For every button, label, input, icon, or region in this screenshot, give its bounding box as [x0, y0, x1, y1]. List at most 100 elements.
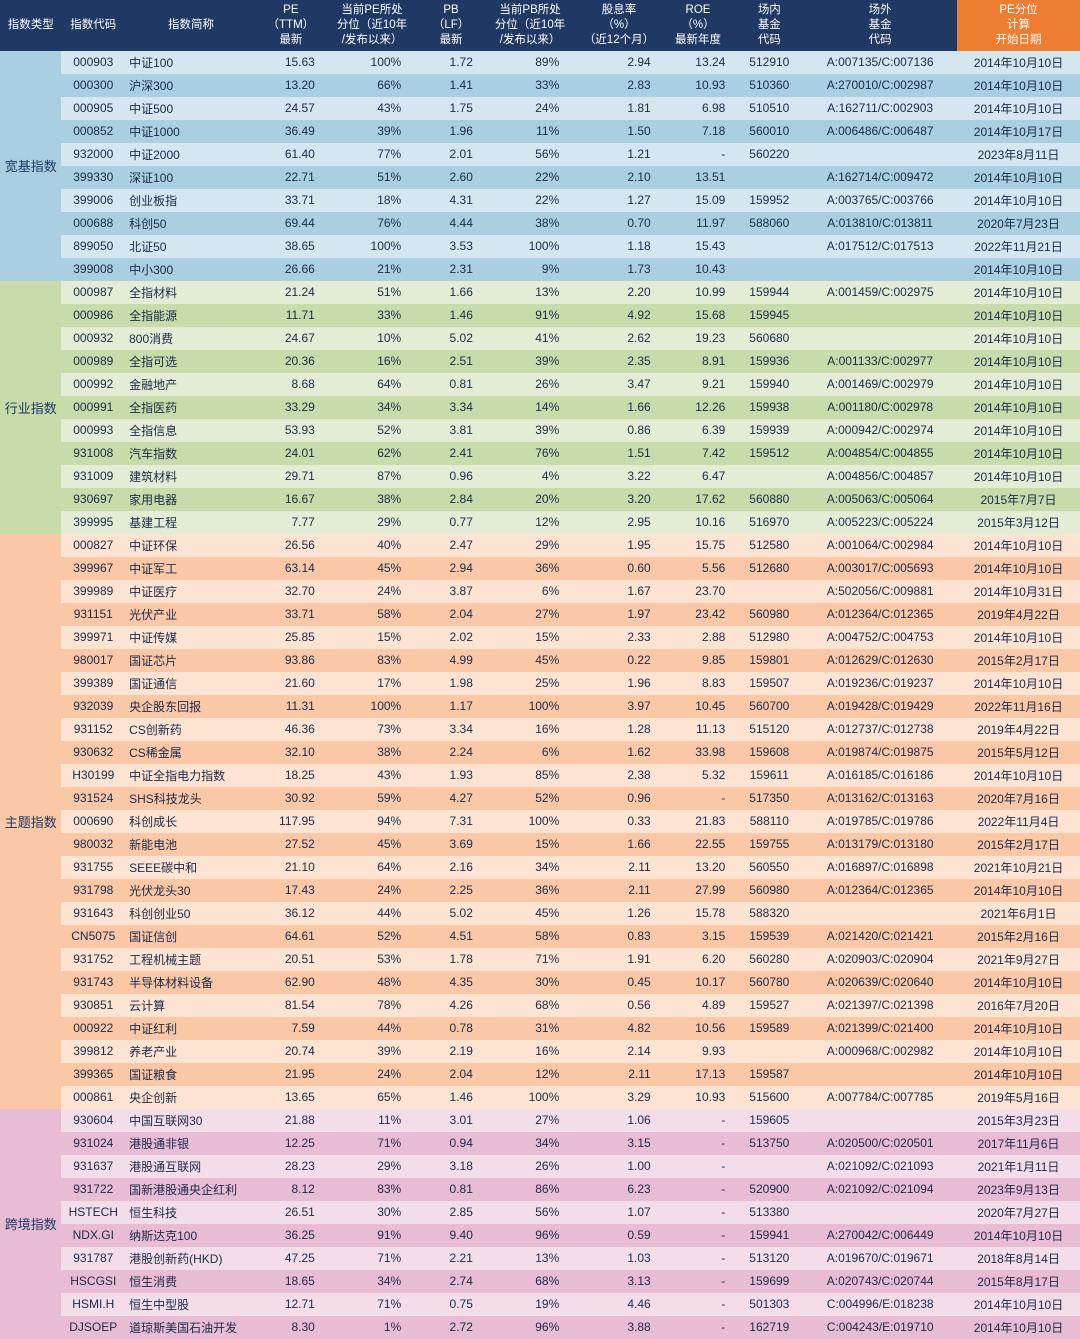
- cell-code: 399365: [61, 1063, 125, 1086]
- cell-pb-pct: 12%: [483, 511, 577, 534]
- cell-pb: 2.24: [419, 741, 483, 764]
- table-row: 931752工程机械主题20.5153%1.7871%1.916.2056028…: [0, 948, 1080, 971]
- cell-pe: 12.25: [257, 1132, 325, 1155]
- cell-name: 中国互联网30: [125, 1109, 257, 1132]
- cell-div: 4.92: [577, 304, 660, 327]
- table-row: CN5075国证信创64.6152%4.5158%0.833.15159539A…: [0, 925, 1080, 948]
- cell-pb-pct: 13%: [483, 1247, 577, 1270]
- cell-name: 央企创新: [125, 1086, 257, 1109]
- cell-roe: 21.83: [661, 810, 736, 833]
- cell-pb-pct: 96%: [483, 1316, 577, 1339]
- cell-roe: 15.75: [661, 534, 736, 557]
- table-row: 000993全指信息53.9352%3.8139%0.866.39159939A…: [0, 419, 1080, 442]
- cell-pe-pct: 64%: [325, 373, 419, 396]
- cell-div: 3.88: [577, 1316, 660, 1339]
- cell-pb: 2.84: [419, 488, 483, 511]
- cell-roe: 10.17: [661, 971, 736, 994]
- table-row: 000852中证100036.4939%1.9611%1.507.1856001…: [0, 120, 1080, 143]
- cell-code: 000992: [61, 373, 125, 396]
- cell-pe-pct: 52%: [325, 925, 419, 948]
- cell-code: 399989: [61, 580, 125, 603]
- cell-fund-out: A:021399/C:021400: [803, 1017, 957, 1040]
- cell-pe-pct: 71%: [325, 1247, 419, 1270]
- cell-pb-pct: 89%: [483, 51, 577, 74]
- cell-name: 半导体材料设备: [125, 971, 257, 994]
- cell-pb: 2.31: [419, 258, 483, 281]
- cell-code: 399330: [61, 166, 125, 189]
- cell-code: 000827: [61, 534, 125, 557]
- cell-pb: 4.44: [419, 212, 483, 235]
- cell-roe: 7.42: [661, 442, 736, 465]
- table-row: 399389国证通信21.6017%1.9825%1.968.83159507A…: [0, 672, 1080, 695]
- cell-fund-in: 560220: [735, 143, 803, 166]
- cell-roe: 8.83: [661, 672, 736, 695]
- cell-pe: 81.54: [257, 994, 325, 1017]
- cell-name: 800消费: [125, 327, 257, 350]
- cell-name: 纳斯达克100: [125, 1224, 257, 1247]
- cell-pe: 26.56: [257, 534, 325, 557]
- cell-pe: 22.71: [257, 166, 325, 189]
- table-row: 宽基指数000903中证10015.63100%1.7289%2.9413.24…: [0, 51, 1080, 74]
- cell-roe: 19.23: [661, 327, 736, 350]
- cell-pe-pct: 30%: [325, 1201, 419, 1224]
- table-row: 931009建筑材料29.7187%0.964%3.226.47A:004856…: [0, 465, 1080, 488]
- cell-code: 000922: [61, 1017, 125, 1040]
- cell-date: 2015年8月17日: [957, 1270, 1080, 1293]
- cell-pb: 2.74: [419, 1270, 483, 1293]
- cell-fund-in: 512680: [735, 557, 803, 580]
- cell-pe-pct: 45%: [325, 557, 419, 580]
- cell-pb: 1.17: [419, 695, 483, 718]
- cell-fund-out: A:012737/C:012738: [803, 718, 957, 741]
- cell-pb: 1.46: [419, 304, 483, 327]
- cell-pb: 3.81: [419, 419, 483, 442]
- cell-pe-pct: 33%: [325, 304, 419, 327]
- cell-fund-out: [803, 902, 957, 925]
- cell-pb-pct: 91%: [483, 304, 577, 327]
- cell-name: 全指可选: [125, 350, 257, 373]
- cell-date: 2018年8月14日: [957, 1247, 1080, 1270]
- cell-name: 恒生消费: [125, 1270, 257, 1293]
- cell-pb: 1.98: [419, 672, 483, 695]
- cell-code: 931798: [61, 879, 125, 902]
- cell-fund-out: A:019670/C:019671: [803, 1247, 957, 1270]
- cell-pe-pct: 83%: [325, 1178, 419, 1201]
- cell-div: 2.38: [577, 764, 660, 787]
- cell-pb: 1.93: [419, 764, 483, 787]
- cell-fund-out: A:021397/C:021398: [803, 994, 957, 1017]
- cell-roe: 15.68: [661, 304, 736, 327]
- group-label: 主题指数: [0, 534, 61, 1109]
- cell-roe: -: [661, 1224, 736, 1247]
- cell-roe: -: [661, 1316, 736, 1339]
- cell-roe: 10.43: [661, 258, 736, 281]
- cell-fund-out: A:162711/C:002903: [803, 97, 957, 120]
- table-row: 931755SEEE碳中和21.1064%2.1634%2.1113.20560…: [0, 856, 1080, 879]
- cell-name: 北证50: [125, 235, 257, 258]
- cell-fund-in: [735, 1040, 803, 1063]
- cell-fund-out: A:016185/C:016186: [803, 764, 957, 787]
- table-row: 000690科创成长117.9594%7.31100%0.3321.835881…: [0, 810, 1080, 833]
- cell-name: 恒生中型股: [125, 1293, 257, 1316]
- cell-pb: 3.53: [419, 235, 483, 258]
- cell-name: 国证粮食: [125, 1063, 257, 1086]
- cell-pb: 2.85: [419, 1201, 483, 1224]
- cell-roe: 27.99: [661, 879, 736, 902]
- cell-fund-out: A:007135/C:007136: [803, 51, 957, 74]
- table-row: 930697家用电器16.6738%2.8420%3.2017.62560880…: [0, 488, 1080, 511]
- cell-date: 2015年3月12日: [957, 511, 1080, 534]
- cell-div: 2.62: [577, 327, 660, 350]
- cell-fund-in: 501303: [735, 1293, 803, 1316]
- cell-roe: -: [661, 1178, 736, 1201]
- cell-pb: 1.78: [419, 948, 483, 971]
- cell-code: 000986: [61, 304, 125, 327]
- cell-pe-pct: 39%: [325, 1040, 419, 1063]
- cell-date: 2022年11月4日: [957, 810, 1080, 833]
- cell-pb-pct: 11%: [483, 120, 577, 143]
- cell-date: 2014年10月10日: [957, 74, 1080, 97]
- cell-name: 国证芯片: [125, 649, 257, 672]
- cell-fund-out: A:001469/C:002979: [803, 373, 957, 396]
- cell-name: 中证100: [125, 51, 257, 74]
- cell-fund-out: A:012364/C:012365: [803, 603, 957, 626]
- cell-fund-out: A:013810/C:013811: [803, 212, 957, 235]
- group-label: 宽基指数: [0, 51, 61, 281]
- cell-pe: 24.57: [257, 97, 325, 120]
